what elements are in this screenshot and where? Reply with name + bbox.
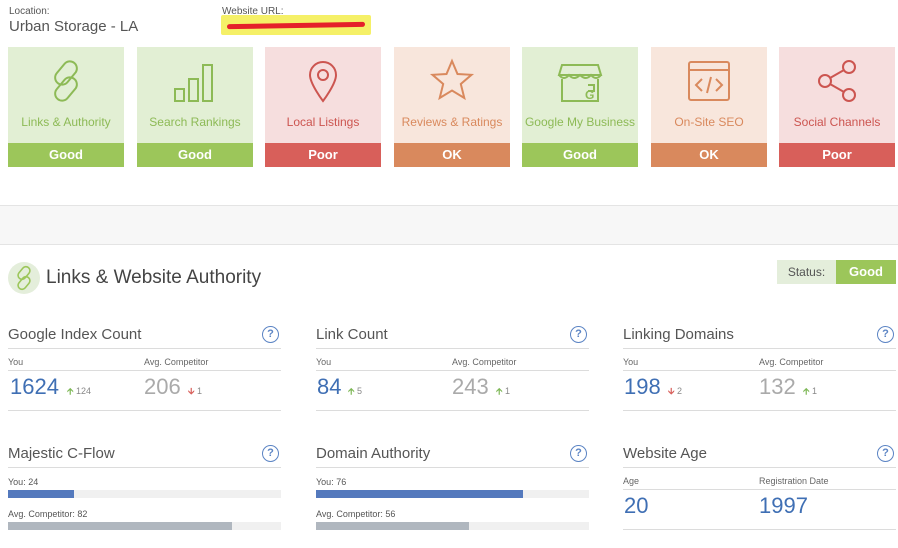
avg-value: 132	[759, 374, 796, 399]
category-name: Reviews & Ratings	[401, 115, 503, 129]
metric-google-index-count: Google Index Count ? You Avg. Competitor…	[8, 326, 281, 416]
website-url-label: Website URL:	[222, 6, 284, 17]
website-url-block: Website URL:	[222, 6, 284, 18]
you-bar	[8, 490, 281, 498]
section-status: Status: Good	[777, 260, 896, 284]
arrow-up-icon: 🡩	[67, 386, 74, 396]
you-label: You	[623, 357, 639, 367]
age-value: 20	[624, 493, 649, 518]
metric-title: Google Index Count	[8, 326, 142, 343]
category-name: Google My Business	[524, 115, 636, 129]
arrow-up-icon: 🡩	[348, 386, 355, 396]
you-value: 198	[624, 374, 661, 399]
status-badge: Good	[8, 143, 124, 167]
status-badge: Good	[522, 143, 638, 167]
category-tile-links-authority[interactable]: Links & Authority Good	[8, 47, 124, 167]
arrow-up-icon: 🡩	[496, 386, 503, 396]
metric-title: Website Age	[623, 445, 707, 462]
link-icon	[54, 60, 78, 102]
help-icon[interactable]: ?	[262, 445, 279, 462]
avg-value: 206	[144, 374, 181, 399]
status-badge: Poor	[779, 143, 895, 167]
you-value: 1624	[10, 374, 59, 399]
code-window-icon	[688, 61, 730, 101]
metric-title: Link Count	[316, 326, 388, 343]
avg-bar-fill	[316, 522, 469, 530]
avg-delta: 🡫 1	[188, 386, 202, 396]
category-name: Local Listings	[286, 115, 360, 129]
avg-competitor-label: Avg. Competitor	[452, 357, 517, 367]
you-value: 84	[317, 374, 342, 399]
avg-bar-label: Avg. Competitor: 56	[316, 509, 396, 519]
section-link-icon	[8, 262, 40, 294]
arrow-up-icon: 🡩	[803, 386, 810, 396]
you-bar-fill	[316, 490, 524, 498]
storefront-icon: G	[557, 64, 603, 102]
metric-majestic-c-flow: Majestic C-Flow ? You: 24 Avg. Competito…	[8, 445, 281, 535]
you-label: You	[8, 357, 24, 367]
avg-value: 243	[452, 374, 489, 399]
avg-competitor-label: Avg. Competitor	[144, 357, 209, 367]
category-tile-local-listings[interactable]: Local Listings Poor	[265, 47, 381, 167]
status-badge: Good	[137, 143, 253, 167]
category-tile-reviews-ratings[interactable]: Reviews & Ratings OK	[394, 47, 510, 167]
avg-competitor-label: Avg. Competitor	[759, 357, 824, 367]
metric-website-age: Website Age ? Age Registration Date 20 1…	[623, 445, 896, 535]
category-name: On-Site SEO	[674, 115, 744, 129]
you-label: You	[316, 357, 332, 367]
svg-text:G: G	[585, 88, 594, 102]
metric-title: Domain Authority	[316, 445, 431, 462]
category-tile-social-channels[interactable]: Social Channels Poor	[779, 47, 895, 167]
avg-bar	[8, 522, 281, 530]
metric-title: Linking Domains	[623, 326, 734, 343]
section-divider-band	[0, 205, 898, 245]
location-block: Location: Urban Storage - LA	[9, 6, 138, 36]
category-tile-on-site-seo[interactable]: On-Site SEO OK	[651, 47, 767, 167]
you-bar-label: You: 76	[316, 477, 347, 487]
you-bar-label: You: 24	[8, 477, 39, 487]
help-icon[interactable]: ?	[570, 445, 587, 462]
help-icon[interactable]: ?	[877, 326, 894, 343]
share-icon	[818, 60, 856, 102]
you-delta: 🡩 124	[67, 386, 92, 396]
website-url-redacted	[221, 15, 371, 35]
bar-chart-icon	[174, 64, 213, 102]
help-icon[interactable]: ?	[570, 326, 587, 343]
metric-linking-domains: Linking Domains ? You Avg. Competitor 19…	[623, 326, 896, 416]
map-pin-icon	[308, 61, 338, 103]
avg-delta: 🡩 1	[496, 386, 510, 396]
help-icon[interactable]: ?	[877, 445, 894, 462]
location-label: Location:	[9, 6, 50, 17]
metric-domain-authority: Domain Authority ? You: 76 Avg. Competit…	[316, 445, 589, 535]
category-name: Search Rankings	[149, 115, 241, 129]
metric-title: Majestic C-Flow	[8, 445, 115, 462]
you-delta: 🡫 2	[668, 386, 682, 396]
status-badge: OK	[394, 143, 510, 167]
status-badge: OK	[651, 143, 767, 167]
you-bar-fill	[8, 490, 74, 498]
category-name: Social Channels	[793, 115, 881, 129]
avg-bar-label: Avg. Competitor: 82	[8, 509, 88, 519]
category-tile-google-my-business[interactable]: G Google My Business Good	[522, 47, 638, 167]
star-icon	[429, 58, 475, 101]
arrow-down-icon: 🡫	[188, 386, 195, 396]
metric-link-count: Link Count ? You Avg. Competitor 84 🡩 5 …	[316, 326, 589, 416]
category-tile-search-rankings[interactable]: Search Rankings Good	[137, 47, 253, 167]
status-value: Good	[836, 260, 896, 284]
status-badge: Poor	[265, 143, 381, 167]
age-label: Age	[623, 476, 640, 486]
you-bar	[316, 490, 589, 498]
avg-delta: 🡩 1	[803, 386, 817, 396]
registration-date-value: 1997	[759, 493, 808, 518]
status-label: Status:	[777, 260, 836, 284]
avg-bar	[316, 522, 589, 530]
you-delta: 🡩 5	[348, 386, 362, 396]
section-title: Links & Website Authority	[46, 267, 262, 288]
category-name: Links & Authority	[21, 115, 111, 129]
location-name: Urban Storage - LA	[9, 18, 139, 35]
registration-date-label: Registration Date	[759, 476, 829, 486]
avg-bar-fill	[8, 522, 232, 530]
arrow-down-icon: 🡫	[668, 386, 675, 396]
help-icon[interactable]: ?	[262, 326, 279, 343]
